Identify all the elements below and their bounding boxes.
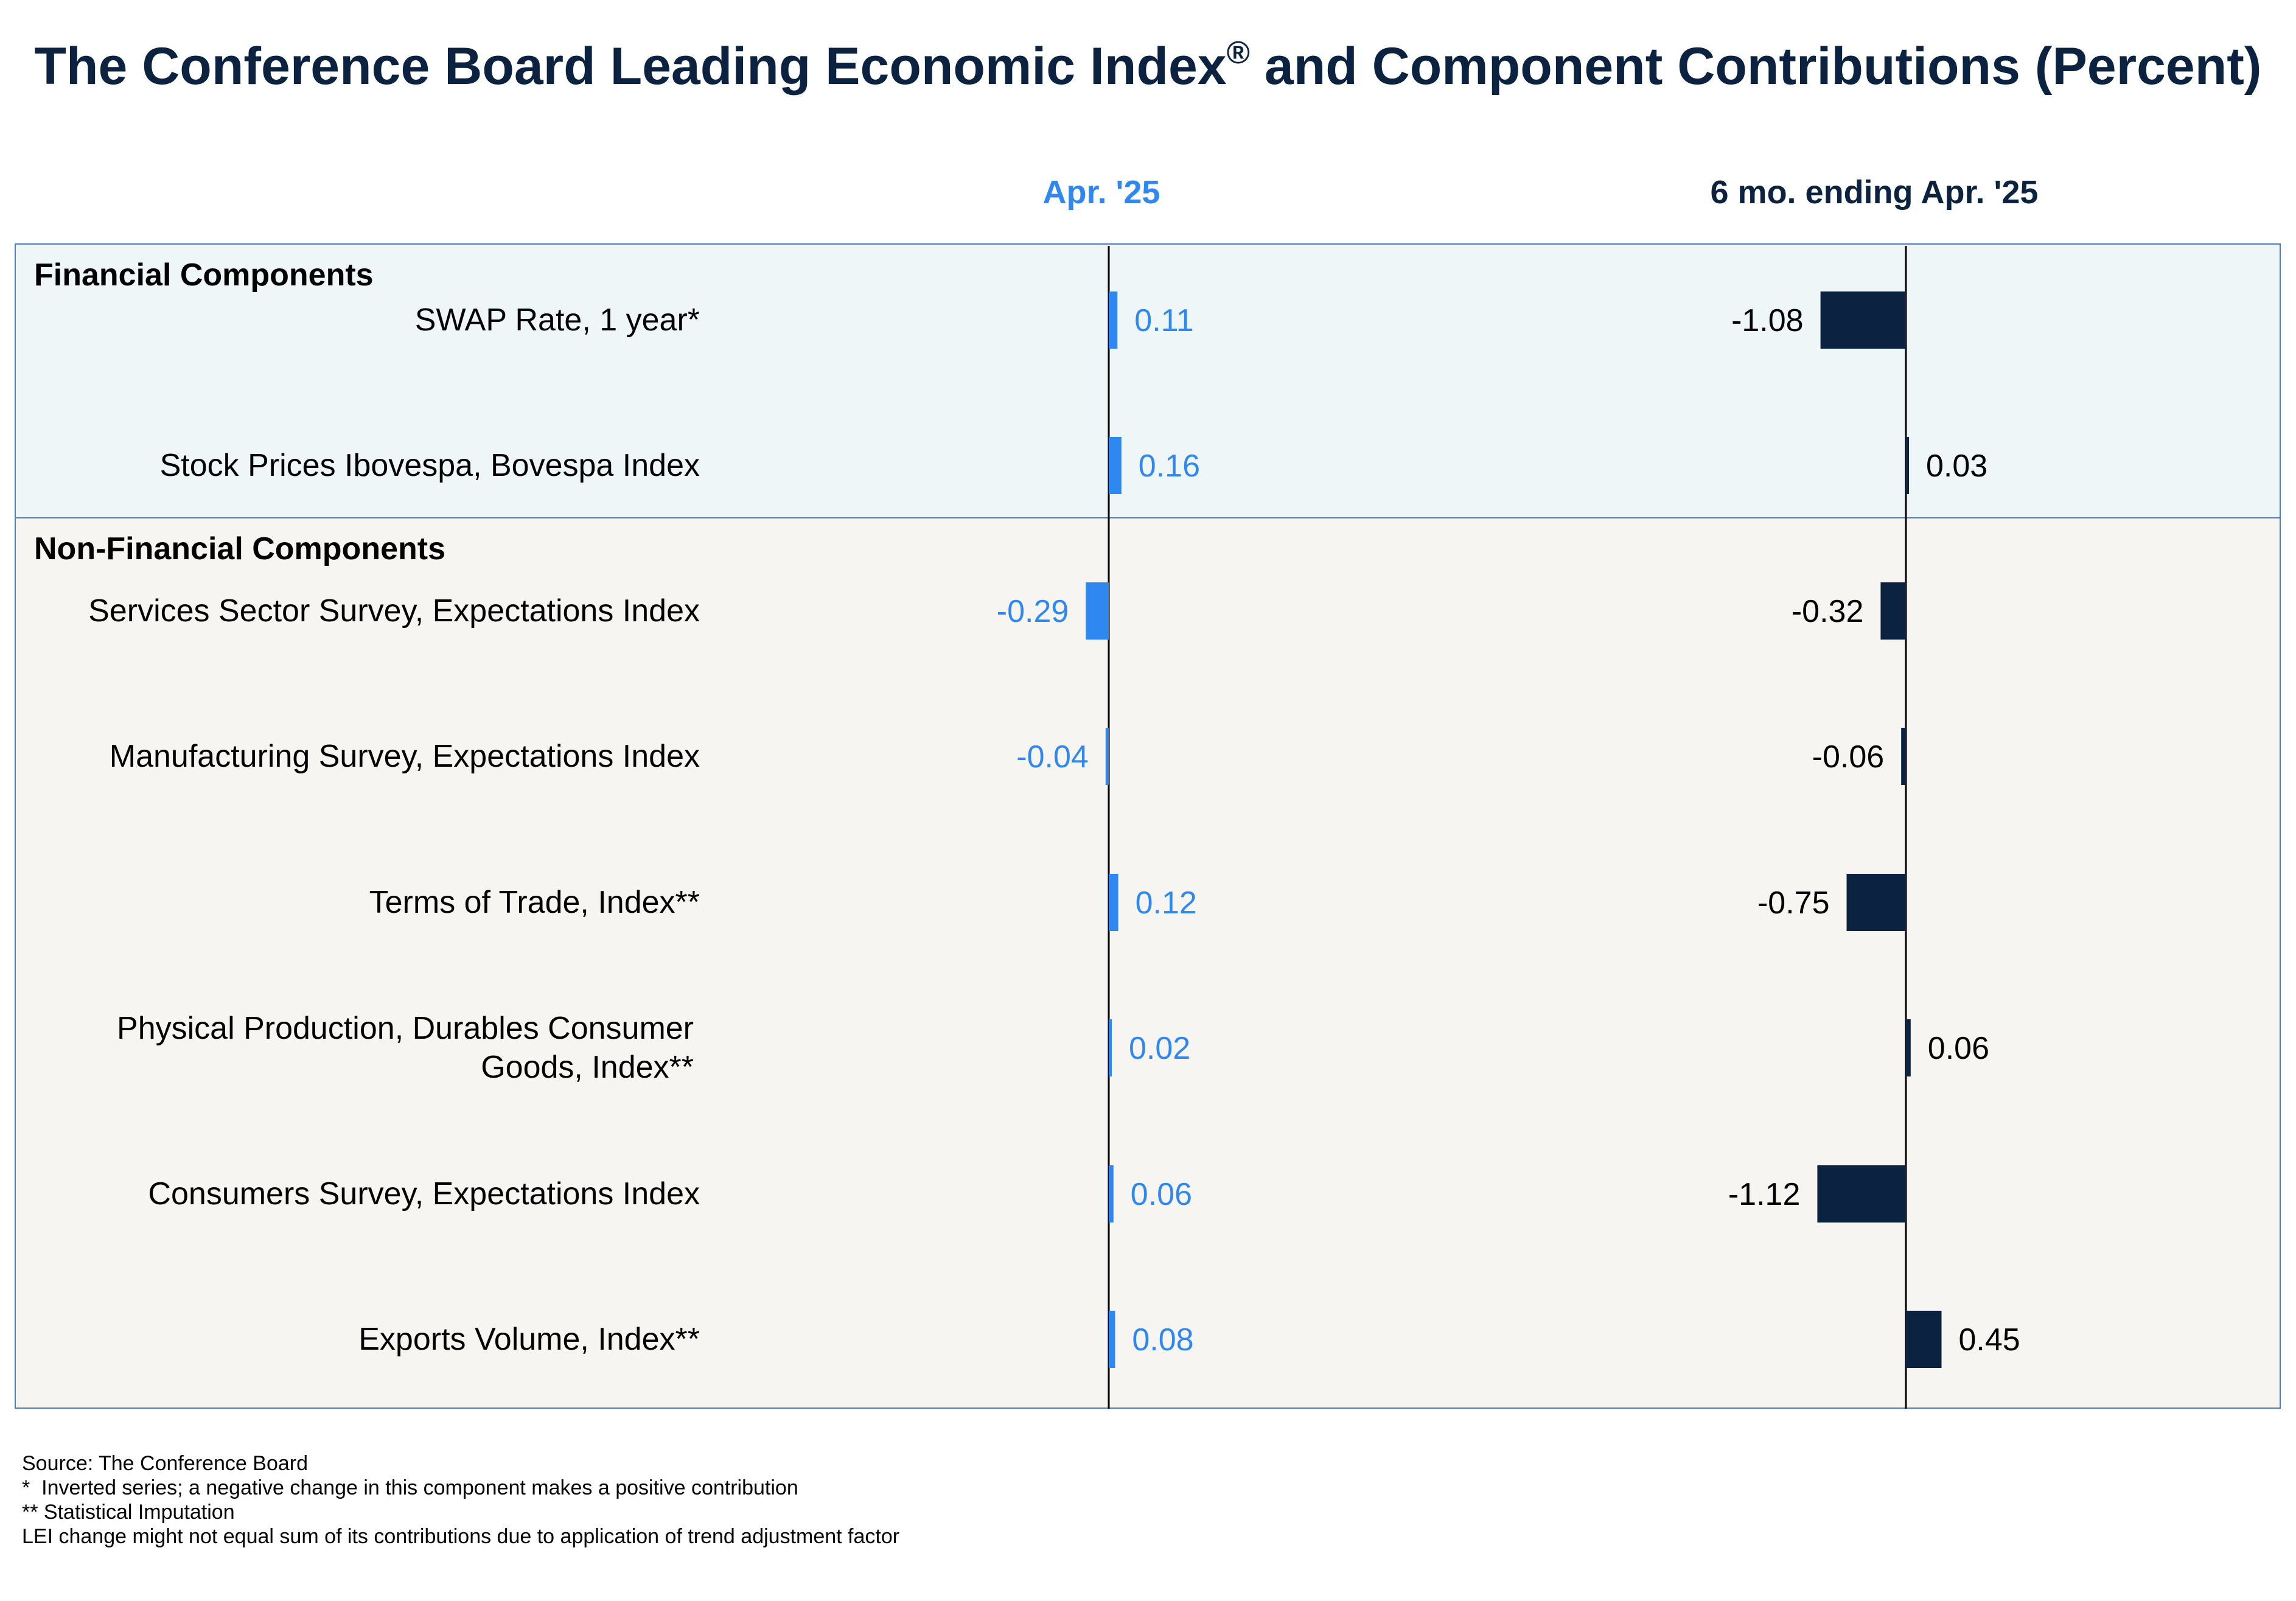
bar [1906, 1019, 1911, 1076]
footnote-imputation: ** Statistical Imputation [22, 1501, 235, 1524]
panel-header-apr-25: Apr. '25 [1042, 174, 1160, 211]
data-label: 0.12 [1136, 885, 1197, 921]
panel-header-6mo: 6 mo. ending Apr. '25 [1710, 174, 2039, 211]
bar [1109, 874, 1118, 931]
bar [1820, 291, 1906, 349]
data-label: 0.16 [1139, 448, 1200, 484]
group-label-non-financial: Non-Financial Components [34, 531, 445, 567]
financial-components-panel [15, 243, 2281, 518]
data-label: 0.02 [1129, 1031, 1190, 1066]
category-label: Manufacturing Survey, Expectations Index [109, 739, 700, 774]
category-label: Physical Production, Durables Consumer G… [117, 1011, 694, 1085]
category-label: Stock Prices Ibovespa, Bovespa Index [159, 448, 700, 483]
category-label: Consumers Survey, Expectations Index [148, 1176, 700, 1212]
footnote-source: Source: The Conference Board [22, 1452, 308, 1475]
category-label: Services Sector Survey, Expectations Ind… [88, 593, 700, 629]
bar [1109, 437, 1122, 494]
category-label: SWAP Rate, 1 year* [414, 302, 700, 338]
data-label: -0.04 [1016, 739, 1089, 775]
bar [1846, 874, 1906, 931]
bar [1901, 728, 1906, 785]
data-label: -0.29 [997, 594, 1069, 629]
data-label: -0.32 [1792, 594, 1864, 629]
data-label: -0.75 [1757, 885, 1830, 921]
data-label: -1.08 [1731, 303, 1804, 338]
bar [1880, 582, 1906, 640]
registered-mark: ® [1226, 35, 1250, 71]
bar [1109, 1165, 1114, 1223]
bar [1105, 728, 1109, 785]
data-label: -0.06 [1812, 739, 1885, 775]
bar [1906, 437, 1909, 494]
data-label: 0.06 [1131, 1177, 1192, 1212]
data-label: 0.03 [1926, 448, 1987, 484]
data-label: 0.08 [1132, 1322, 1193, 1358]
data-label: -1.12 [1728, 1177, 1801, 1212]
data-label: 0.06 [1928, 1031, 1989, 1066]
data-label: 0.11 [1134, 303, 1193, 338]
group-label-financial: Financial Components [34, 257, 374, 293]
footnote-trend-adjustment: LEI change might not equal sum of its co… [22, 1525, 900, 1548]
footnote-inverted: * Inverted series; a negative change in … [22, 1476, 798, 1499]
bar [1109, 1311, 1115, 1368]
data-label: 0.45 [1959, 1322, 2020, 1358]
chart-title: The Conference Board Leading Economic In… [34, 35, 2262, 96]
bar [1906, 1311, 1942, 1368]
bar [1109, 1019, 1112, 1076]
bar [1086, 582, 1109, 640]
category-label: Terms of Trade, Index** [369, 885, 700, 920]
bar [1109, 291, 1118, 349]
category-label: Exports Volume, Index** [358, 1322, 700, 1357]
bar [1817, 1165, 1906, 1223]
non-financial-components-panel [15, 517, 2281, 1409]
footnotes: Source: The Conference Board * Inverted … [22, 1451, 899, 1549]
